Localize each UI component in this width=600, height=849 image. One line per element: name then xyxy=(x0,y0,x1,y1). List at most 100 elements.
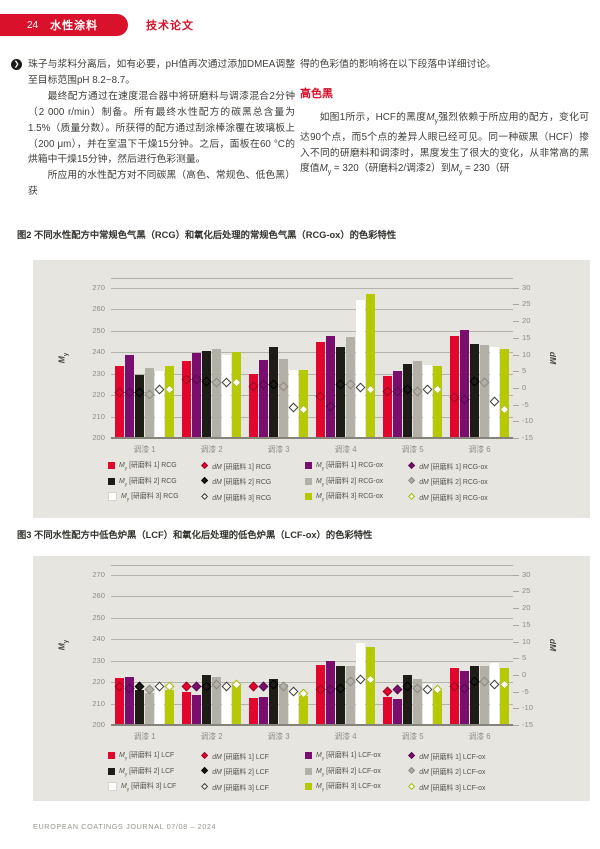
legend-label: My [研磨料 2] RCG xyxy=(119,477,177,488)
legend-square-swatch xyxy=(108,782,117,791)
legend-item: My [研磨料 3] RCG-ox xyxy=(305,489,383,504)
left-tick-label: 240 xyxy=(92,634,105,644)
legend-item: My [研磨料 1] RCG-ox xyxy=(305,458,383,473)
right-tick-mark xyxy=(513,674,519,676)
gridline xyxy=(111,639,513,641)
bar xyxy=(259,697,268,724)
left-tick-label: 200 xyxy=(92,720,105,729)
bar xyxy=(336,665,345,724)
right-tick-label: 20 xyxy=(522,603,531,613)
gridline xyxy=(111,309,513,311)
right-tick-mark xyxy=(513,658,519,660)
bar xyxy=(202,674,211,724)
bar xyxy=(316,342,325,437)
legend-diamond-swatch xyxy=(200,492,209,501)
section-title: 水性涂料 xyxy=(50,20,99,32)
bar xyxy=(450,668,459,724)
category-label: 调漆 1 xyxy=(133,445,156,454)
bar xyxy=(413,678,422,724)
legend-item: My [研磨料 2] RCG xyxy=(108,474,177,489)
bar xyxy=(470,343,479,437)
legend-label: My [研磨料 3] LCF xyxy=(121,783,177,793)
legend-diamond-swatch xyxy=(407,767,416,775)
legend-square-swatch xyxy=(305,493,312,500)
bar xyxy=(135,374,144,437)
legend-label: My [研磨料 3] RCG xyxy=(121,493,179,503)
legend-item: My [研磨料 2] LCF xyxy=(108,764,174,779)
bar xyxy=(145,692,154,724)
bar xyxy=(115,677,124,724)
legend-item: My [研磨料 2] RCG-ox xyxy=(305,474,383,489)
right-tick-label: -5 xyxy=(522,686,529,696)
legend-label: My [研磨料 1] RCG xyxy=(119,462,177,472)
legend-label: dM [研磨料 3] RCG xyxy=(212,494,272,502)
bar xyxy=(115,366,124,437)
category-label: 调漆 5 xyxy=(401,732,424,741)
bar xyxy=(326,336,335,437)
right-tick-mark xyxy=(513,304,519,306)
bar xyxy=(232,352,241,437)
bar xyxy=(356,299,365,437)
category-label: 调漆 2 xyxy=(200,732,223,741)
legend-diamond-swatch xyxy=(200,751,209,760)
legend-diamond-swatch xyxy=(407,751,416,760)
gridline xyxy=(111,330,513,332)
bar xyxy=(182,691,191,724)
legend-label: dM [研磨料 2] RCG xyxy=(212,479,272,486)
right-tick-label: 25 xyxy=(522,586,531,596)
bar xyxy=(155,371,164,437)
bar xyxy=(366,646,375,724)
paragraph: 如图1所示，HCF的黑度My强烈依赖于所应用的配方，变化可达90个点，而5个点的… xyxy=(300,111,589,177)
gridline xyxy=(111,416,513,418)
right-column: 得的色彩值的影响将在以下段落中详细讨论。 高色黑 如图1所示，HCF的黑度My强… xyxy=(300,57,589,181)
dM-marker xyxy=(191,681,202,692)
page-header: 24 水性涂料 技术论文 xyxy=(0,14,600,36)
legend-item: dM [研磨料 1] LCF xyxy=(200,748,269,763)
bar xyxy=(155,683,164,724)
right-tick-mark xyxy=(513,371,519,373)
paragraph-text: 珠子与浆料分离后，如有必要，pH值再次通过添加DMEA调整至目标范围pH 8.2… xyxy=(28,59,295,86)
legend-label: dM [研磨料 1] LCF-ox xyxy=(419,753,486,761)
right-tick-mark xyxy=(513,591,519,593)
gridline xyxy=(111,574,513,576)
right-tick-label: 30 xyxy=(522,282,531,292)
right-tick-mark xyxy=(513,287,519,289)
page-header-badge: 24 水性涂料 xyxy=(0,14,128,36)
bar xyxy=(470,665,479,724)
category-label: 调漆 4 xyxy=(334,445,357,454)
bar xyxy=(336,346,345,437)
legend-label: dM [研磨料 3] LCF-ox xyxy=(419,784,486,792)
legend-square-swatch xyxy=(305,477,312,485)
continued-arrow-icon: ❯ xyxy=(11,59,22,70)
dM-marker xyxy=(181,681,192,692)
legend-label: My [研磨料 2] RCG-ox xyxy=(316,477,384,488)
right-tick-mark xyxy=(513,404,519,406)
left-column: ❯ 珠子与浆料分离后，如有必要，pH值再次通过添加DMEA调整至目标范围pH 8.… xyxy=(11,57,295,200)
right-tick-mark xyxy=(513,691,519,693)
left-tick-label: 210 xyxy=(92,698,105,708)
bar xyxy=(433,366,442,437)
right-tick-label: 25 xyxy=(522,299,531,309)
left-tick-label: 200 xyxy=(92,433,105,442)
gridline xyxy=(111,596,513,598)
legend-item: dM [研磨料 2] RCG xyxy=(200,474,272,489)
bar xyxy=(480,665,489,724)
category-label: 调漆 5 xyxy=(401,445,424,454)
plot-area xyxy=(111,278,513,439)
legend-diamond-swatch xyxy=(407,477,416,485)
bar xyxy=(249,373,258,437)
legend-diamond-swatch xyxy=(200,461,209,470)
category-label: 调漆 6 xyxy=(468,732,491,741)
right-tick-label: -10 xyxy=(522,416,533,426)
legend-square-swatch xyxy=(305,783,312,790)
plot-area xyxy=(111,565,513,726)
left-tick-label: 250 xyxy=(92,612,105,622)
bar xyxy=(383,697,392,724)
right-tick-label: 10 xyxy=(522,636,531,646)
legend-square-swatch xyxy=(108,767,115,775)
bar xyxy=(212,676,221,724)
legend-item: dM [研磨料 2] RCG-ox xyxy=(407,474,488,489)
legend-item: dM [研磨料 3] RCG xyxy=(200,489,272,504)
legend-label: My [研磨料 1] LCF xyxy=(119,752,175,762)
left-tick-label: 240 xyxy=(92,347,105,357)
